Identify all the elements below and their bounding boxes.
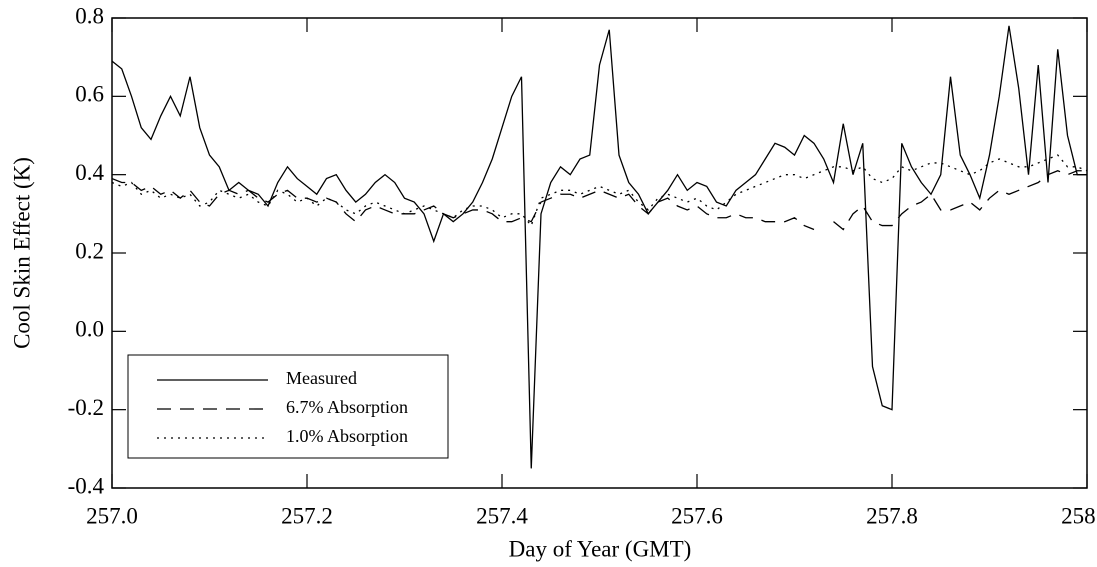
legend-label: Measured	[286, 368, 357, 388]
data-line	[111, 154, 1088, 227]
data-line	[111, 170, 1087, 231]
y-axis-label: Cool Skin Effect (K)	[9, 157, 34, 349]
legend-label: 1.0% Absorption	[286, 426, 408, 446]
x-tick-label: 258.0	[1061, 503, 1097, 528]
y-tick-label: 0.2	[75, 238, 104, 263]
y-tick-label: 0.0	[75, 317, 104, 342]
y-tick-label: -0.2	[68, 395, 104, 420]
legend-label: 6.7% Absorption	[286, 397, 408, 417]
x-tick-label: 257.4	[476, 503, 528, 528]
y-tick-label: 0.6	[75, 82, 104, 107]
data-line	[111, 25, 1087, 469]
x-tick-label: 257.0	[86, 503, 138, 528]
x-tick-label: 257.2	[281, 503, 333, 528]
x-tick-label: 257.6	[671, 503, 723, 528]
x-axis-label: Day of Year (GMT)	[509, 536, 692, 561]
y-tick-label: 0.8	[75, 3, 104, 28]
x-tick-label: 257.8	[866, 503, 918, 528]
y-tick-label: 0.4	[75, 160, 104, 185]
y-tick-label: -0.4	[68, 473, 105, 498]
legend-box	[127, 354, 449, 459]
